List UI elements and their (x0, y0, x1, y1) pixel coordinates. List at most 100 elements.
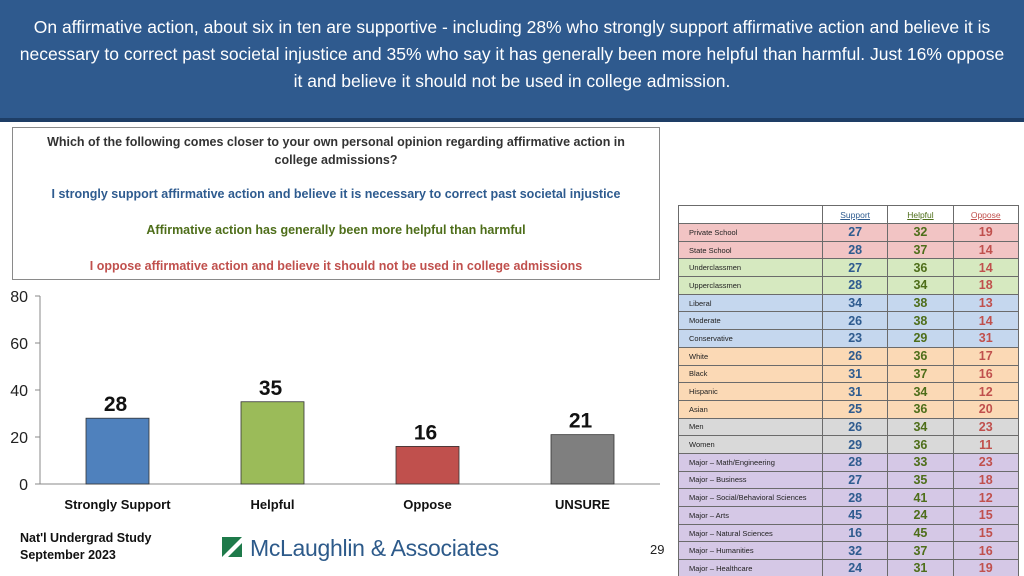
row-label: Men (678, 417, 823, 437)
cell-helpful: 36 (887, 258, 954, 278)
cell-oppose: 23 (952, 452, 1019, 472)
y-tick-label: 20 (10, 430, 28, 447)
row-label: Women (678, 435, 823, 454)
cell-oppose: 12 (952, 382, 1019, 401)
cell-oppose: 20 (952, 399, 1019, 419)
cell-helpful: 35 (887, 470, 954, 490)
question-box: Which of the following comes closer to y… (12, 127, 660, 280)
cell-support: 28 (821, 452, 889, 472)
cell-support: 16 (821, 523, 889, 543)
study-info: Nat'l Undergrad Study September 2023 (20, 530, 151, 564)
y-tick-label: 60 (10, 336, 28, 353)
cell-helpful: 33 (887, 452, 954, 472)
bar-helpful (240, 401, 305, 485)
row-label: Major – Arts (678, 506, 823, 525)
row-label: Conservative (678, 329, 823, 348)
cell-helpful: 38 (887, 311, 954, 331)
row-label: Upperclassmen (678, 276, 823, 295)
cell-helpful: 31 (887, 559, 954, 576)
cell-oppose: 11 (952, 435, 1019, 454)
table-row: Women 29 36 11 (678, 435, 1019, 454)
cell-support: 31 (821, 364, 889, 384)
study-name: Nat'l Undergrad Study (20, 531, 152, 545)
slide-header: On affirmative action, about six in ten … (0, 0, 1024, 122)
cell-helpful: 34 (887, 276, 954, 295)
row-label: Major – Humanities (678, 541, 823, 561)
category-label: UNSURE (555, 497, 610, 512)
cell-helpful: 36 (887, 399, 954, 419)
option-oppose: I oppose affirmative action and believe … (89, 259, 583, 273)
table-row: Major – Business 27 35 18 (678, 470, 1019, 490)
cell-oppose: 17 (952, 346, 1019, 366)
cell-helpful: 34 (887, 382, 954, 401)
table-row: Asian 25 36 20 (678, 399, 1019, 419)
cell-support: 26 (821, 311, 889, 331)
cell-helpful: 24 (887, 506, 954, 525)
cell-helpful: 37 (887, 541, 954, 561)
cell-support: 32 (821, 541, 889, 561)
row-label: Major – Social/Behavioral Sciences (678, 488, 823, 507)
row-label: Major – Math/Engineering (678, 452, 823, 472)
row-label: Liberal (678, 293, 823, 313)
header-blank (678, 205, 823, 224)
crosstab-table: Support Helpful Oppose Private School 27 3… (678, 205, 1019, 576)
cell-helpful: 36 (887, 346, 954, 366)
bar-oppose (395, 445, 460, 485)
category-label: Helpful (250, 497, 294, 512)
cell-support: 28 (821, 240, 889, 260)
cell-helpful: 37 (887, 364, 954, 384)
cell-support: 27 (821, 258, 889, 278)
logo-mark-icon (222, 537, 242, 557)
cell-support: 31 (821, 382, 889, 401)
cell-oppose: 18 (952, 470, 1019, 490)
bar-chart: 0 20 40 60 80 28 Strongly Support 35 Helpful 16 Op… (10, 289, 660, 512)
cell-helpful: 41 (887, 488, 954, 507)
category-label: Oppose (403, 497, 451, 512)
option-strongly-support: I strongly support affirmative action an… (51, 187, 621, 201)
table-header-row: Support Helpful Oppose (678, 205, 1019, 224)
bar-strongly-support (85, 417, 150, 485)
company-logo-text: McLaughlin & Associates (250, 535, 499, 561)
cell-oppose: 15 (952, 523, 1019, 543)
bar-unsure (550, 434, 615, 485)
table-row: Private School 27 32 19 (678, 223, 1019, 242)
header-helpful: Helpful (887, 205, 954, 224)
row-label: Black (678, 364, 823, 384)
cell-support: 45 (821, 506, 889, 525)
cell-helpful: 34 (887, 417, 954, 437)
row-label: Asian (678, 399, 823, 419)
data-label: 21 (569, 410, 593, 433)
cell-helpful: 38 (887, 293, 954, 313)
cell-support: 34 (821, 293, 889, 313)
cell-oppose: 31 (952, 329, 1019, 348)
table-row: Major – Arts 45 24 15 (678, 506, 1019, 525)
table-row: Major – Healthcare 24 31 19 (678, 559, 1019, 576)
cell-oppose: 23 (952, 417, 1019, 437)
cell-helpful: 32 (887, 223, 954, 242)
cell-helpful: 29 (887, 329, 954, 348)
cell-oppose: 13 (952, 293, 1019, 313)
table-row: Major – Math/Engineering 28 33 23 (678, 452, 1019, 472)
cell-support: 26 (821, 417, 889, 437)
page-number: 29 (650, 542, 665, 557)
cell-oppose: 16 (952, 364, 1019, 384)
y-tick-label: 80 (10, 289, 28, 306)
table-row: Liberal 34 38 13 (678, 293, 1019, 313)
row-label: Major – Natural Sciences (678, 523, 823, 543)
cell-support: 24 (821, 559, 889, 576)
cell-support: 23 (821, 329, 889, 348)
table-row: Major – Humanities 32 37 16 (678, 541, 1019, 561)
y-tick-label: 0 (19, 477, 28, 494)
cell-oppose: 16 (952, 541, 1019, 561)
row-label: State School (678, 240, 823, 260)
row-label: Major – Healthcare (678, 559, 823, 576)
cell-oppose: 19 (952, 559, 1019, 576)
row-label: Moderate (678, 311, 823, 331)
data-label: 16 (414, 421, 437, 444)
header-oppose: Oppose (952, 205, 1019, 224)
table-row: Upperclassmen 28 34 18 (678, 276, 1019, 295)
row-label: White (678, 346, 823, 366)
data-label: 35 (259, 377, 283, 400)
option-helpful: Affirmative action has generally been mo… (146, 223, 526, 237)
cell-oppose: 14 (952, 311, 1019, 331)
